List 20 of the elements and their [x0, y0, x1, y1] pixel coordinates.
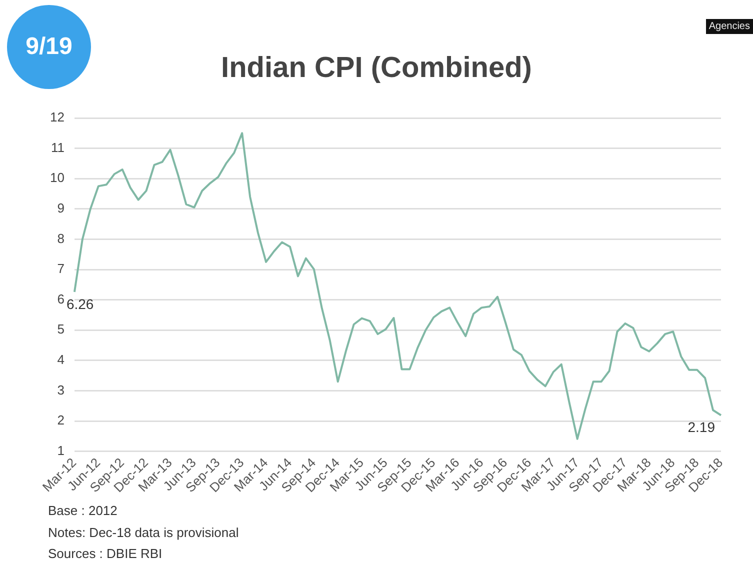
y-tick-label: 2: [57, 412, 64, 428]
annotation: 6.26: [66, 296, 94, 312]
y-tick-label: 11: [50, 140, 64, 155]
y-tick-label: 8: [57, 230, 64, 246]
circle-badge: 9/19: [7, 5, 91, 89]
chart-title: Indian CPI (Combined): [221, 52, 532, 84]
y-tick-label: 4: [57, 352, 64, 367]
y-tick-label: 10: [50, 170, 64, 186]
annotation: 2.19: [688, 419, 716, 436]
y-tick-label: 3: [57, 382, 64, 398]
source-note: Sources : DBIE RBI: [48, 545, 164, 563]
y-tick-label: 7: [57, 261, 64, 276]
y-tick-label: 12: [50, 110, 64, 125]
text: Agencies: [706, 19, 753, 34]
text: Base : 2012: [48, 502, 118, 520]
y-tick-label: 9: [57, 200, 64, 216]
y-tick-label: 1: [57, 442, 64, 458]
y-tick-label: 6: [57, 291, 64, 306]
text: Notes: Dec-18 data is provisional: [48, 524, 239, 542]
y-tick-label: 5: [57, 322, 64, 337]
